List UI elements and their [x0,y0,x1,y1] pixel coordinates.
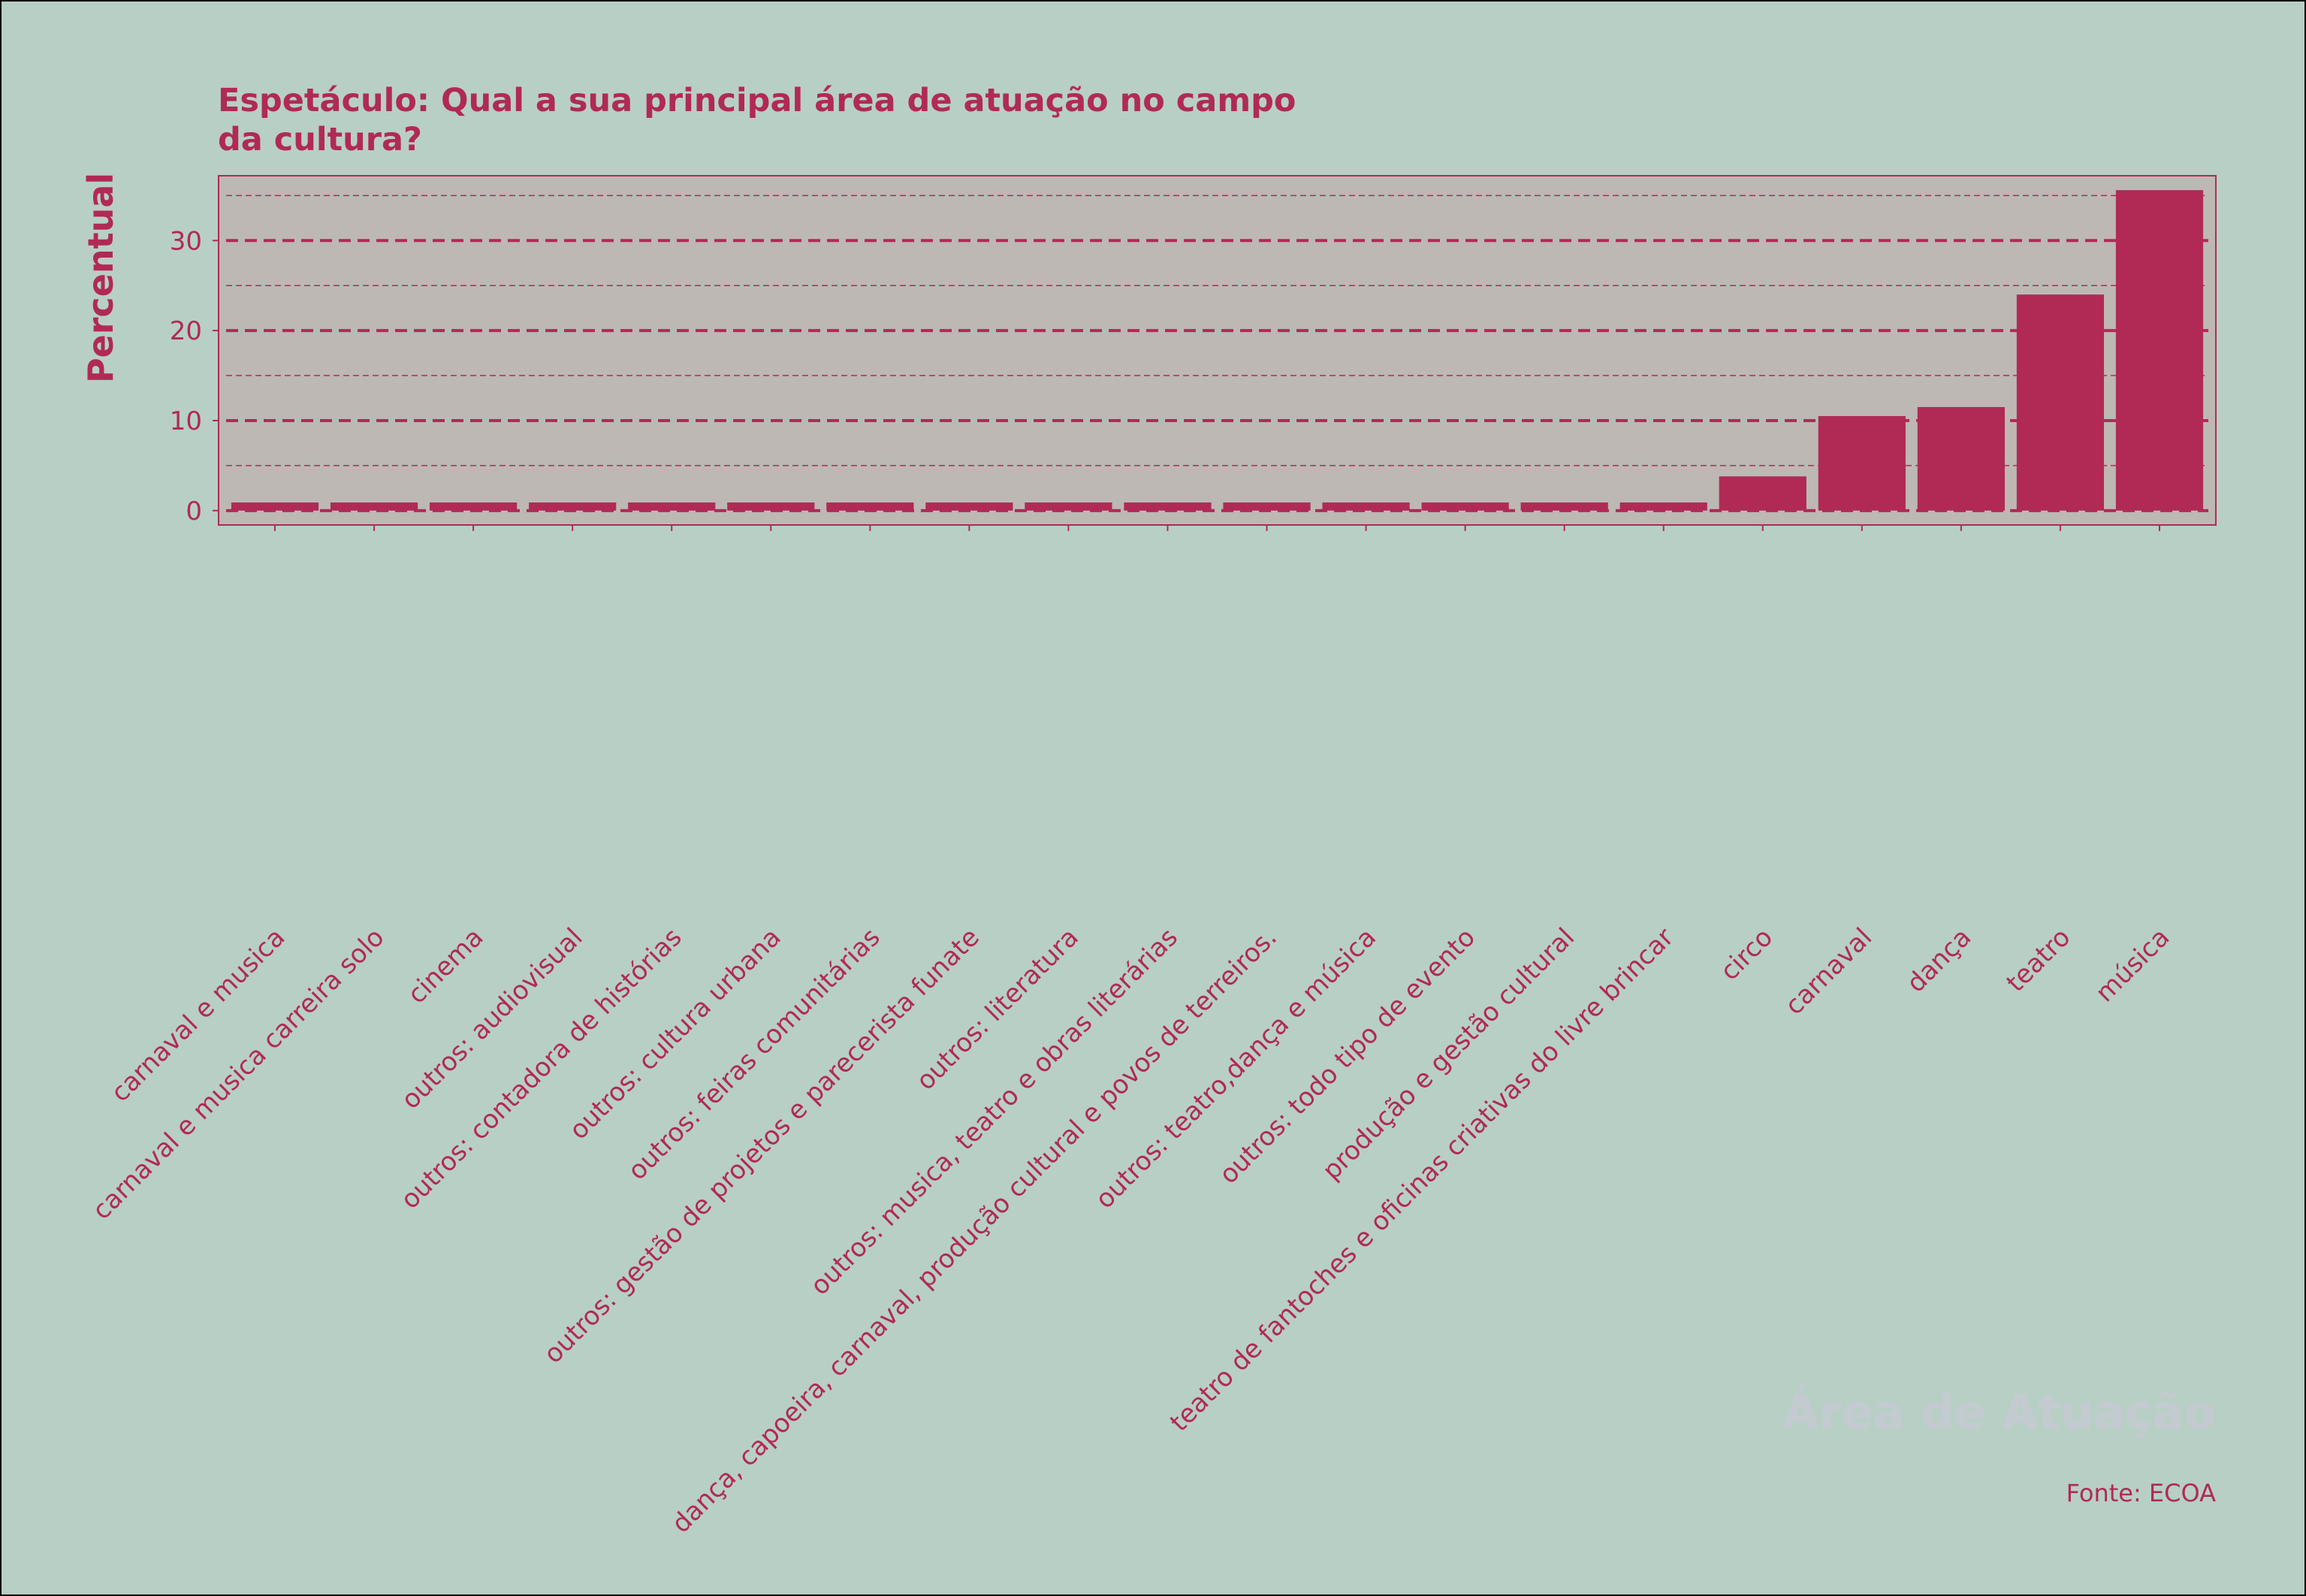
bar [430,502,518,511]
bar [1520,502,1608,511]
bar [1917,407,2005,511]
y-tick-label: 0 [186,496,202,526]
bar [1818,415,1906,511]
bar [2115,190,2204,511]
bar [826,502,914,511]
bar [925,502,1013,511]
bar [1619,502,1707,511]
plot-area [218,175,2217,526]
bar [1322,502,1410,511]
source-note: Fonte: ECOA [2066,1479,2217,1507]
bar [1719,476,1806,511]
bar [1025,502,1112,511]
bars [231,190,2204,511]
chart-title-line-1: Espetáculo: Qual a sua principal área de… [218,82,1296,119]
x-axis-label: Área de Atuação [1782,1385,2216,1440]
bar [628,502,716,511]
bar [529,502,617,511]
bar [330,502,418,511]
bar [1421,502,1509,511]
y-tick-label: 20 [170,316,202,346]
bar [231,502,319,511]
bar [2016,294,2105,511]
y-tick-label: 30 [170,226,202,256]
bar [1124,502,1212,511]
chart-title-line-2: da cultura? [218,121,422,158]
y-tick-label: 10 [170,406,202,436]
y-axis: 0 10 20 30 [170,226,219,526]
bar [727,502,815,511]
y-axis-label: Percentual [80,173,121,383]
bar [1223,502,1311,511]
